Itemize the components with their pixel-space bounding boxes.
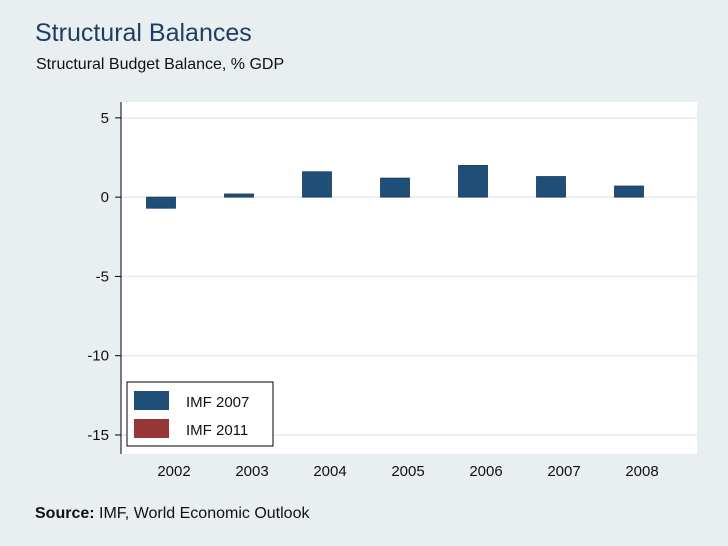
bar-imf-2007-2006 [458,165,488,198]
bars [146,165,644,209]
source-label: Source: [35,505,95,522]
y-tick-label: -5 [96,268,109,285]
y-tick-label: -10 [87,348,109,365]
bar-imf-2007-2007 [536,176,566,198]
x-tick-label: 2004 [313,463,346,480]
legend-swatch-imf-2011 [134,419,169,438]
bar-imf-2007-2004 [302,171,332,198]
chart-title: Structural Balances [35,19,252,47]
source-note: Source: IMF, World Economic Outlook [35,505,309,523]
x-axis-ticks: 2002 2003 2004 2005 2006 2007 2008 [157,463,658,480]
chart-subtitle: Structural Budget Balance, % GDP [36,56,285,73]
x-tick-label: 2003 [235,463,268,480]
y-tick-label: 5 [101,110,109,127]
legend-label-imf-2007: IMF 2007 [186,394,249,411]
bar-imf-2007-2002 [146,196,176,209]
y-tick-label: -15 [87,427,109,444]
bar-imf-2007-2008 [614,185,644,198]
legend-swatch-imf-2007 [134,391,169,410]
x-tick-label: 2007 [547,463,580,480]
y-tick-label: 0 [101,189,109,206]
source-text: IMF, World Economic Outlook [99,505,310,522]
x-tick-label: 2008 [625,463,658,480]
y-axis-ticks: 5 0 -5 -10 -15 [87,110,121,444]
x-tick-label: 2006 [469,463,502,480]
x-tick-label: 2005 [391,463,424,480]
x-tick-label: 2002 [157,463,190,480]
bar-imf-2007-2005 [380,177,410,198]
legend: IMF 2007 IMF 2011 [126,381,274,447]
bar-imf-2007-2003 [224,193,254,198]
legend-label-imf-2011: IMF 2011 [186,422,248,439]
